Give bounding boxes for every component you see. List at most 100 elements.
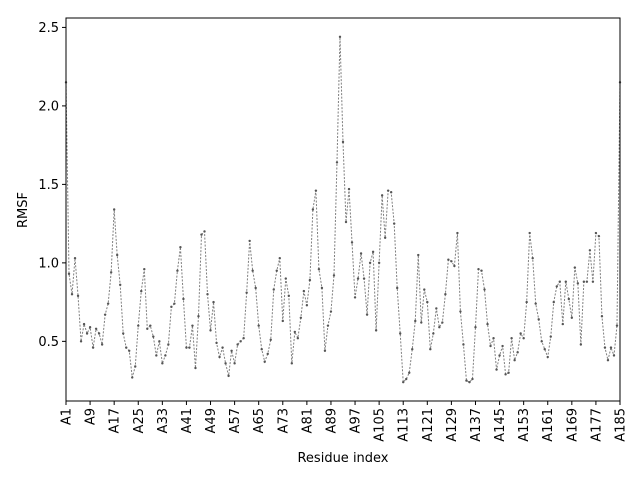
data-point <box>474 326 477 329</box>
data-point <box>597 234 601 238</box>
x-tick-label: A81 <box>300 408 315 433</box>
x-tick-label: A17 <box>108 408 123 433</box>
data-point <box>573 266 577 269</box>
data-point <box>483 288 486 291</box>
data-point <box>399 332 402 335</box>
data-point <box>609 346 613 349</box>
data-point <box>209 329 212 332</box>
data-point <box>362 277 366 280</box>
data-point <box>335 161 339 164</box>
data-point <box>441 321 444 324</box>
data-point <box>486 322 489 326</box>
data-point <box>88 326 92 329</box>
data-point <box>380 194 384 197</box>
data-point <box>272 288 275 291</box>
data-point <box>149 324 152 327</box>
data-point <box>290 362 294 365</box>
series-layer <box>64 35 622 384</box>
data-point <box>350 241 354 244</box>
data-point <box>182 297 185 301</box>
data-point <box>263 360 266 363</box>
data-point <box>435 307 438 310</box>
y-tick-label: 0.5 <box>38 335 59 350</box>
x-tick-label: A41 <box>180 408 195 433</box>
x-tick-label: A129 <box>445 408 460 442</box>
data-point <box>296 337 300 340</box>
data-point <box>546 355 549 359</box>
data-point <box>540 340 543 343</box>
data-point <box>269 338 272 341</box>
data-point <box>555 285 558 288</box>
data-point <box>444 293 447 296</box>
data-point <box>266 352 269 356</box>
data-point <box>125 346 128 349</box>
data-point <box>185 346 188 349</box>
data-point <box>203 230 206 233</box>
data-point <box>191 324 194 327</box>
data-point <box>329 310 333 313</box>
data-point <box>284 277 287 280</box>
data-point <box>579 343 583 346</box>
data-point <box>194 366 197 370</box>
data-point <box>501 344 504 348</box>
data-point <box>510 337 513 340</box>
data-point <box>173 302 176 305</box>
data-point <box>374 329 378 332</box>
data-point <box>558 280 561 283</box>
x-tick-label: A89 <box>324 408 339 433</box>
x-tick-label: A25 <box>132 408 147 433</box>
data-point <box>293 330 297 334</box>
x-tick-label: A137 <box>469 408 484 442</box>
x-tick-label: A9 <box>84 408 99 425</box>
data-point <box>97 332 101 335</box>
data-point <box>94 327 98 330</box>
data-point <box>281 319 284 323</box>
data-point <box>137 324 140 327</box>
data-point <box>543 348 546 351</box>
data-point <box>233 362 236 365</box>
data-point <box>504 373 507 376</box>
ticks-layer: 0.5 1.0 1.5 2.0 2.5 A1 A9 A17 A25 A33 A41 A49 A57 A65… <box>38 21 628 442</box>
data-point <box>91 346 95 349</box>
x-axis-label: Residue index <box>297 451 388 466</box>
data-point <box>612 354 616 357</box>
data-point <box>70 293 74 296</box>
data-point <box>576 282 580 285</box>
data-point <box>459 310 462 313</box>
data-point <box>215 341 218 345</box>
data-point <box>552 300 555 304</box>
data-point <box>200 233 203 236</box>
data-point <box>537 318 540 321</box>
data-point <box>365 313 369 316</box>
data-point <box>356 277 360 280</box>
data-point <box>570 316 574 320</box>
data-point <box>411 348 414 351</box>
data-point <box>462 343 465 346</box>
data-point <box>227 374 230 378</box>
data-point <box>218 355 221 359</box>
x-tick-label: A161 <box>541 408 556 442</box>
data-point <box>320 286 324 290</box>
y-axis-label: RMSF <box>16 192 31 228</box>
data-point <box>377 261 381 265</box>
data-point <box>600 315 604 318</box>
data-point <box>179 245 182 249</box>
data-point <box>85 332 89 335</box>
data-point <box>516 351 519 354</box>
data-point <box>588 249 592 252</box>
rmsf-series-line <box>65 36 621 384</box>
data-point <box>477 267 480 271</box>
data-point <box>525 300 528 304</box>
x-tick-label: A113 <box>397 408 412 442</box>
data-point <box>534 302 537 305</box>
data-point <box>591 280 595 283</box>
data-point <box>134 365 137 368</box>
data-point <box>417 253 420 257</box>
data-point <box>164 354 167 357</box>
data-point <box>115 253 119 257</box>
x-tick-label: A65 <box>252 408 267 433</box>
data-point <box>606 358 610 362</box>
data-point <box>495 368 498 371</box>
data-point <box>498 354 501 357</box>
